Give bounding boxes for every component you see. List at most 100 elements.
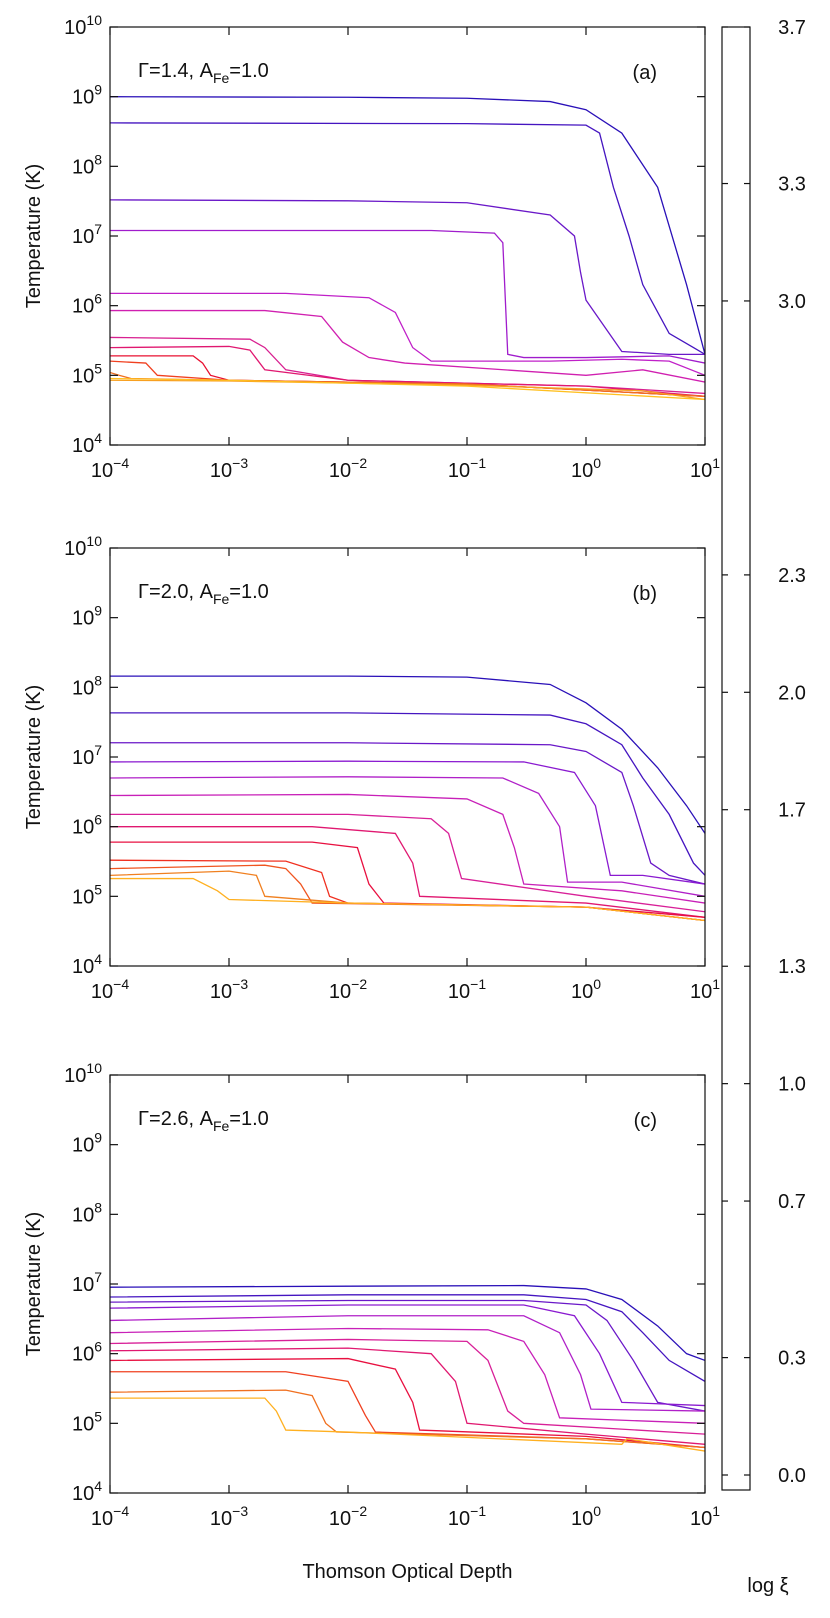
colorbar-tick-label: 3.3 — [778, 174, 806, 196]
colorbar-tick-label: 2.0 — [778, 682, 806, 704]
temperature-line — [110, 309, 705, 383]
panel-label: (b) — [633, 583, 657, 605]
temperature-line — [110, 1284, 705, 1362]
temperature-line — [110, 1327, 705, 1424]
colorbar-tick-label: 0.7 — [778, 1191, 806, 1213]
x-axis-label: Thomson Optical Depth — [302, 1561, 512, 1583]
y-tick-label: 108 — [72, 151, 102, 178]
y-axis-label: Temperature (K) — [23, 164, 45, 309]
x-tick-label: 100 — [571, 455, 601, 482]
x-tick-label: 10−2 — [329, 455, 367, 482]
colorbar-tick-label: 2.3 — [778, 565, 806, 587]
y-tick-label: 106 — [72, 812, 102, 839]
temperature-line — [110, 377, 705, 401]
y-tick-label: 106 — [72, 1339, 102, 1366]
colorbar-tick-label: 1.0 — [778, 1074, 806, 1096]
y-tick-label: 108 — [72, 1199, 102, 1226]
y-tick-label: 104 — [72, 430, 102, 457]
temperature-line — [110, 1397, 705, 1452]
plot-area — [110, 675, 705, 922]
y-axis-label: Temperature (K) — [23, 685, 45, 830]
panel-label: (c) — [634, 1110, 657, 1132]
temperature-line — [110, 292, 705, 376]
y-tick-label: 104 — [72, 951, 102, 978]
temperature-line — [110, 1338, 705, 1435]
temperature-line — [110, 379, 705, 401]
y-tick-label: 105 — [72, 881, 102, 908]
x-tick-label: 10−1 — [448, 1503, 486, 1530]
temperature-line — [110, 199, 705, 356]
temperature-line — [110, 1347, 705, 1445]
y-tick-label: 109 — [72, 82, 102, 109]
y-tick-label: 107 — [72, 221, 102, 248]
temperature-line — [110, 345, 705, 397]
x-tick-label: 10−1 — [448, 976, 486, 1003]
temperature-line — [110, 1357, 705, 1449]
temperature-line — [110, 864, 705, 922]
x-tick-label: 100 — [571, 976, 601, 1003]
panel-label: (a) — [633, 62, 657, 84]
y-tick-label: 105 — [72, 1408, 102, 1435]
plot-frame — [109, 547, 706, 967]
y-tick-label: 1010 — [64, 12, 102, 39]
temperature-line — [110, 675, 705, 834]
x-tick-label: 10−3 — [210, 1503, 248, 1530]
temperature-line — [110, 870, 705, 922]
colorbar-label: log ξ — [747, 1575, 788, 1597]
y-tick-label: 106 — [72, 291, 102, 318]
temperature-line — [110, 229, 705, 364]
y-tick-label: 104 — [72, 1478, 102, 1505]
x-tick-label: 101 — [690, 976, 720, 1003]
x-tick-label: 10−4 — [91, 976, 129, 1003]
x-tick-label: 10−3 — [210, 455, 248, 482]
annotation: Γ=2.0, AFe=1.0 — [138, 581, 269, 607]
temperature-line — [110, 793, 705, 904]
y-tick-label: 1010 — [64, 533, 102, 560]
plot-frame — [109, 26, 706, 446]
temperature-line — [110, 712, 705, 876]
x-tick-label: 101 — [690, 1503, 720, 1530]
temperature-line — [110, 1389, 705, 1449]
y-tick-label: 107 — [72, 742, 102, 769]
y-tick-label: 107 — [72, 1269, 102, 1296]
x-tick-label: 10−4 — [91, 1503, 129, 1530]
annotation: Γ=1.4, AFe=1.0 — [138, 60, 269, 86]
colorbar-tick-label: 3.0 — [778, 291, 806, 313]
temperature-line — [110, 760, 705, 885]
temperature-line — [110, 1299, 705, 1412]
temperature-line — [110, 122, 705, 355]
temperature-line — [110, 813, 705, 913]
colorbar-tick-label: 0.0 — [778, 1465, 806, 1487]
x-tick-label: 10−3 — [210, 976, 248, 1003]
plot-area — [110, 96, 705, 401]
temperature-line — [110, 96, 705, 355]
y-tick-label: 1010 — [64, 1060, 102, 1087]
x-tick-label: 10−1 — [448, 455, 486, 482]
y-axis-label: Temperature (K) — [23, 1212, 45, 1357]
y-tick-label: 105 — [72, 360, 102, 387]
x-tick-label: 100 — [571, 1503, 601, 1530]
plot-area — [110, 1284, 705, 1452]
temperature-line — [110, 776, 705, 897]
x-tick-label: 10−2 — [329, 1503, 367, 1530]
colorbar-tick-label: 1.3 — [778, 956, 806, 978]
x-tick-label: 10−2 — [329, 976, 367, 1003]
temperature-line — [110, 826, 705, 918]
colorbar — [721, 26, 751, 1491]
temperature-line — [110, 877, 705, 922]
x-tick-label: 10−4 — [91, 455, 129, 482]
temperature-line — [110, 742, 705, 885]
y-tick-label: 109 — [72, 1130, 102, 1157]
annotation: Γ=2.6, AFe=1.0 — [138, 1108, 269, 1134]
colorbar-tick-label: 1.7 — [778, 800, 806, 822]
x-tick-label: 101 — [690, 455, 720, 482]
plot-frame — [109, 1074, 706, 1494]
temperature-line — [110, 1315, 705, 1412]
colorbar-tick-label: 0.3 — [778, 1348, 806, 1370]
colorbar-tick-label: 3.7 — [778, 17, 806, 39]
y-tick-label: 109 — [72, 603, 102, 630]
y-tick-label: 108 — [72, 672, 102, 699]
temperature-line — [110, 1304, 705, 1407]
temperature-line — [110, 1294, 705, 1382]
